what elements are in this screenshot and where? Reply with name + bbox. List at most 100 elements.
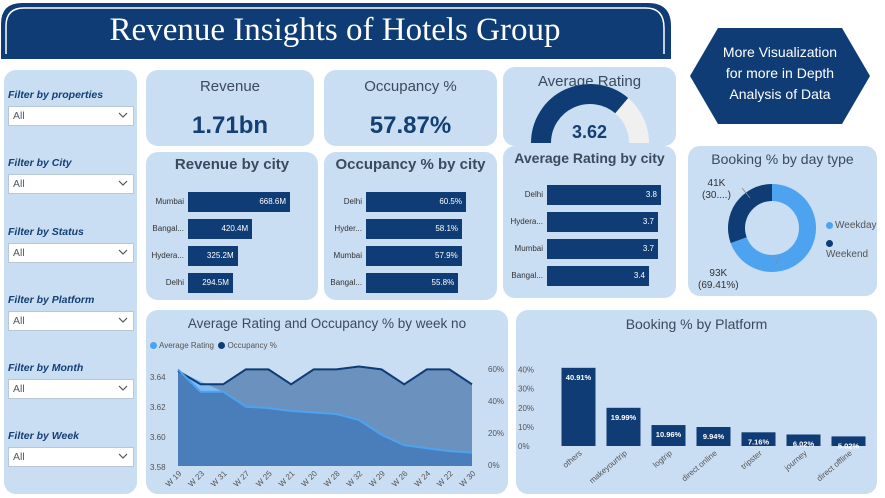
rating-by-city-title: Average Rating by city: [514, 150, 665, 166]
kpi-rating-label: Average Rating: [537, 73, 642, 90]
chevron-down-icon: [118, 249, 128, 255]
day-type-donut: [728, 184, 817, 272]
weekly-x-tick-9: W 29: [367, 469, 387, 489]
chevron-down-icon: [118, 453, 128, 459]
hexagon-shape: [690, 28, 870, 124]
revenue-city-bar-0[interactable]: 668.6M: [188, 192, 290, 212]
rating-city-bar-3[interactable]: 3.4: [547, 266, 649, 286]
occupancy-city-bar-label-0: 60.5%: [439, 197, 462, 206]
weekly-x-tick-0: W 19: [164, 469, 184, 489]
filter-platform-value: All: [13, 315, 25, 327]
filter-week-select[interactable]: All: [8, 447, 134, 467]
rating-city-bar-2[interactable]: 3.7: [547, 239, 658, 259]
weekly-y-right-tick-0: 60%: [488, 365, 504, 374]
revenue-by-city-chart: Mumbai 668.6M Bangal... 420.4M Hydera... 325.…: [146, 152, 318, 300]
platform-y-tick-4: 0%: [518, 442, 530, 451]
revenue-city-category-3: Delhi: [165, 278, 184, 287]
filter-platform-select[interactable]: All: [8, 311, 134, 331]
weekday-dot: [826, 222, 833, 229]
occupancy-line[interactable]: [177, 365, 473, 386]
platform-category-4: tripster: [739, 448, 764, 471]
weekly-y-right-tick-1: 40%: [488, 397, 504, 406]
donut-slice-weekday[interactable]: [730, 184, 817, 272]
weekly-y-right-tick-2: 20%: [488, 429, 504, 438]
occupancy-city-bar-0[interactable]: 60.5%: [366, 192, 466, 212]
rating-city-bar-label-2: 3.7: [642, 244, 654, 253]
filter-city-select[interactable]: All: [8, 174, 134, 194]
platform-bar-6[interactable]: [831, 436, 866, 446]
weekly-x-tick-7: W 28: [322, 469, 342, 489]
occupancy-city-bar-1[interactable]: 58.1%: [366, 219, 463, 239]
platform-card: Booking % by Platform 40% 30% 20% 10% 0% 40.9…: [516, 310, 877, 494]
platform-y-tick-1: 30%: [518, 385, 534, 394]
weekly-y-left-tick-2: 3.60: [150, 433, 166, 442]
occupancy-city-bar-3[interactable]: 55.8%: [366, 273, 459, 293]
more-viz-line-2: for more in Depth: [725, 65, 835, 81]
weekly-chart-card: Average Rating and Occupancy % by week n…: [146, 310, 508, 494]
filter-platform-label: Filter by Platform: [8, 294, 95, 306]
revenue-city-bar-2[interactable]: 325.2M: [188, 246, 238, 266]
weekly-x-tick-6: W 20: [300, 469, 320, 489]
weekly-x-tick-3: W 27: [232, 469, 252, 489]
occupancy-city-bar-2[interactable]: 57.9%: [366, 246, 462, 266]
rating-city-bar-label-1: 3.7: [642, 217, 654, 226]
filter-month: Filter by Month All: [8, 362, 134, 399]
gauge-fill: [531, 83, 629, 144]
kpi-revenue-value: 1.71bn: [191, 112, 269, 139]
filter-status-select[interactable]: All: [8, 243, 134, 263]
platform-bar-2[interactable]: [651, 425, 686, 446]
occupancy-city-category-3: Bangal...: [330, 278, 362, 287]
platform-bar-label-3: 9.94%: [703, 432, 725, 441]
filter-city-label: Filter by City: [8, 157, 72, 169]
more-viz-line-3: Analysis of Data: [729, 86, 831, 102]
platform-bar-label-6: 5.02%: [838, 441, 860, 450]
revenue-city-category-2: Hydera...: [151, 251, 184, 260]
weekend-leader-line: [741, 187, 751, 199]
revenue-city-bar-label-1: 420.4M: [221, 224, 249, 233]
rating-area: [178, 369, 472, 466]
platform-bar-label-0: 40.91%: [566, 373, 592, 382]
kpi-revenue-label: Revenue: [199, 78, 261, 95]
weekday-leader-line: [775, 255, 781, 265]
rating-city-bar-label-3: 3.4: [633, 271, 645, 280]
platform-bar-4[interactable]: [741, 432, 776, 446]
rating-city-category-1: Hydera...: [510, 217, 543, 226]
platform-bar-3[interactable]: [696, 427, 731, 446]
revenue-city-bar-label-0: 668.6M: [259, 197, 286, 206]
revenue-city-category-1: Bangal...: [152, 224, 184, 233]
weekend-percent: (30....): [702, 190, 731, 201]
weekly-x-tick-11: W 24: [413, 469, 433, 489]
rating-city-bar-1[interactable]: 3.7: [547, 212, 658, 232]
weekend-count: 41K: [707, 178, 726, 189]
filter-week-label: Filter by Week: [8, 430, 79, 442]
platform-category-3: direct online: [680, 448, 719, 483]
weekly-x-tick-4: W 25: [254, 469, 274, 489]
filter-week: Filter by Week All: [8, 430, 134, 467]
weekly-y-left-tick-1: 3.62: [150, 403, 166, 412]
more-visualization-button[interactable]: More Visualization for more in Depth Ana…: [688, 26, 872, 126]
filter-month-select[interactable]: All: [8, 379, 134, 399]
rating-city-category-3: Bangal...: [511, 271, 543, 280]
filter-status-label: Filter by Status: [8, 226, 84, 238]
platform-bar-5[interactable]: [786, 434, 821, 446]
rating-dot: [150, 342, 157, 349]
chevron-down-icon: [118, 180, 128, 186]
platform-y-tick-3: 10%: [518, 423, 534, 432]
donut-slice-weekend[interactable]: [728, 184, 772, 244]
weekday-data-label: 93K (69.41%): [698, 268, 739, 292]
revenue-city-bar-1[interactable]: 420.4M: [188, 219, 253, 239]
rating-by-city-card: Average Rating by city Delhi 3.8 Hydera...…: [503, 146, 676, 298]
occupancy-city-bar-label-2: 57.9%: [435, 251, 458, 260]
weekly-y-left-tick-3: 3.58: [150, 463, 166, 472]
weekday-percent: (69.41%): [698, 280, 739, 291]
rating-gauge: [531, 83, 649, 144]
revenue-city-bar-3[interactable]: 294.5M: [188, 273, 233, 293]
platform-bar-1[interactable]: [606, 407, 641, 446]
rating-city-bar-0[interactable]: 3.8: [547, 185, 661, 205]
occupancy-city-bar-label-3: 55.8%: [431, 278, 455, 287]
rating-line[interactable]: [177, 368, 473, 454]
platform-bar-0[interactable]: [561, 367, 596, 446]
filter-properties-label: Filter by properties: [8, 89, 104, 101]
weekly-y-left-tick-0: 3.64: [150, 373, 166, 382]
filter-properties-select[interactable]: All: [8, 106, 134, 126]
